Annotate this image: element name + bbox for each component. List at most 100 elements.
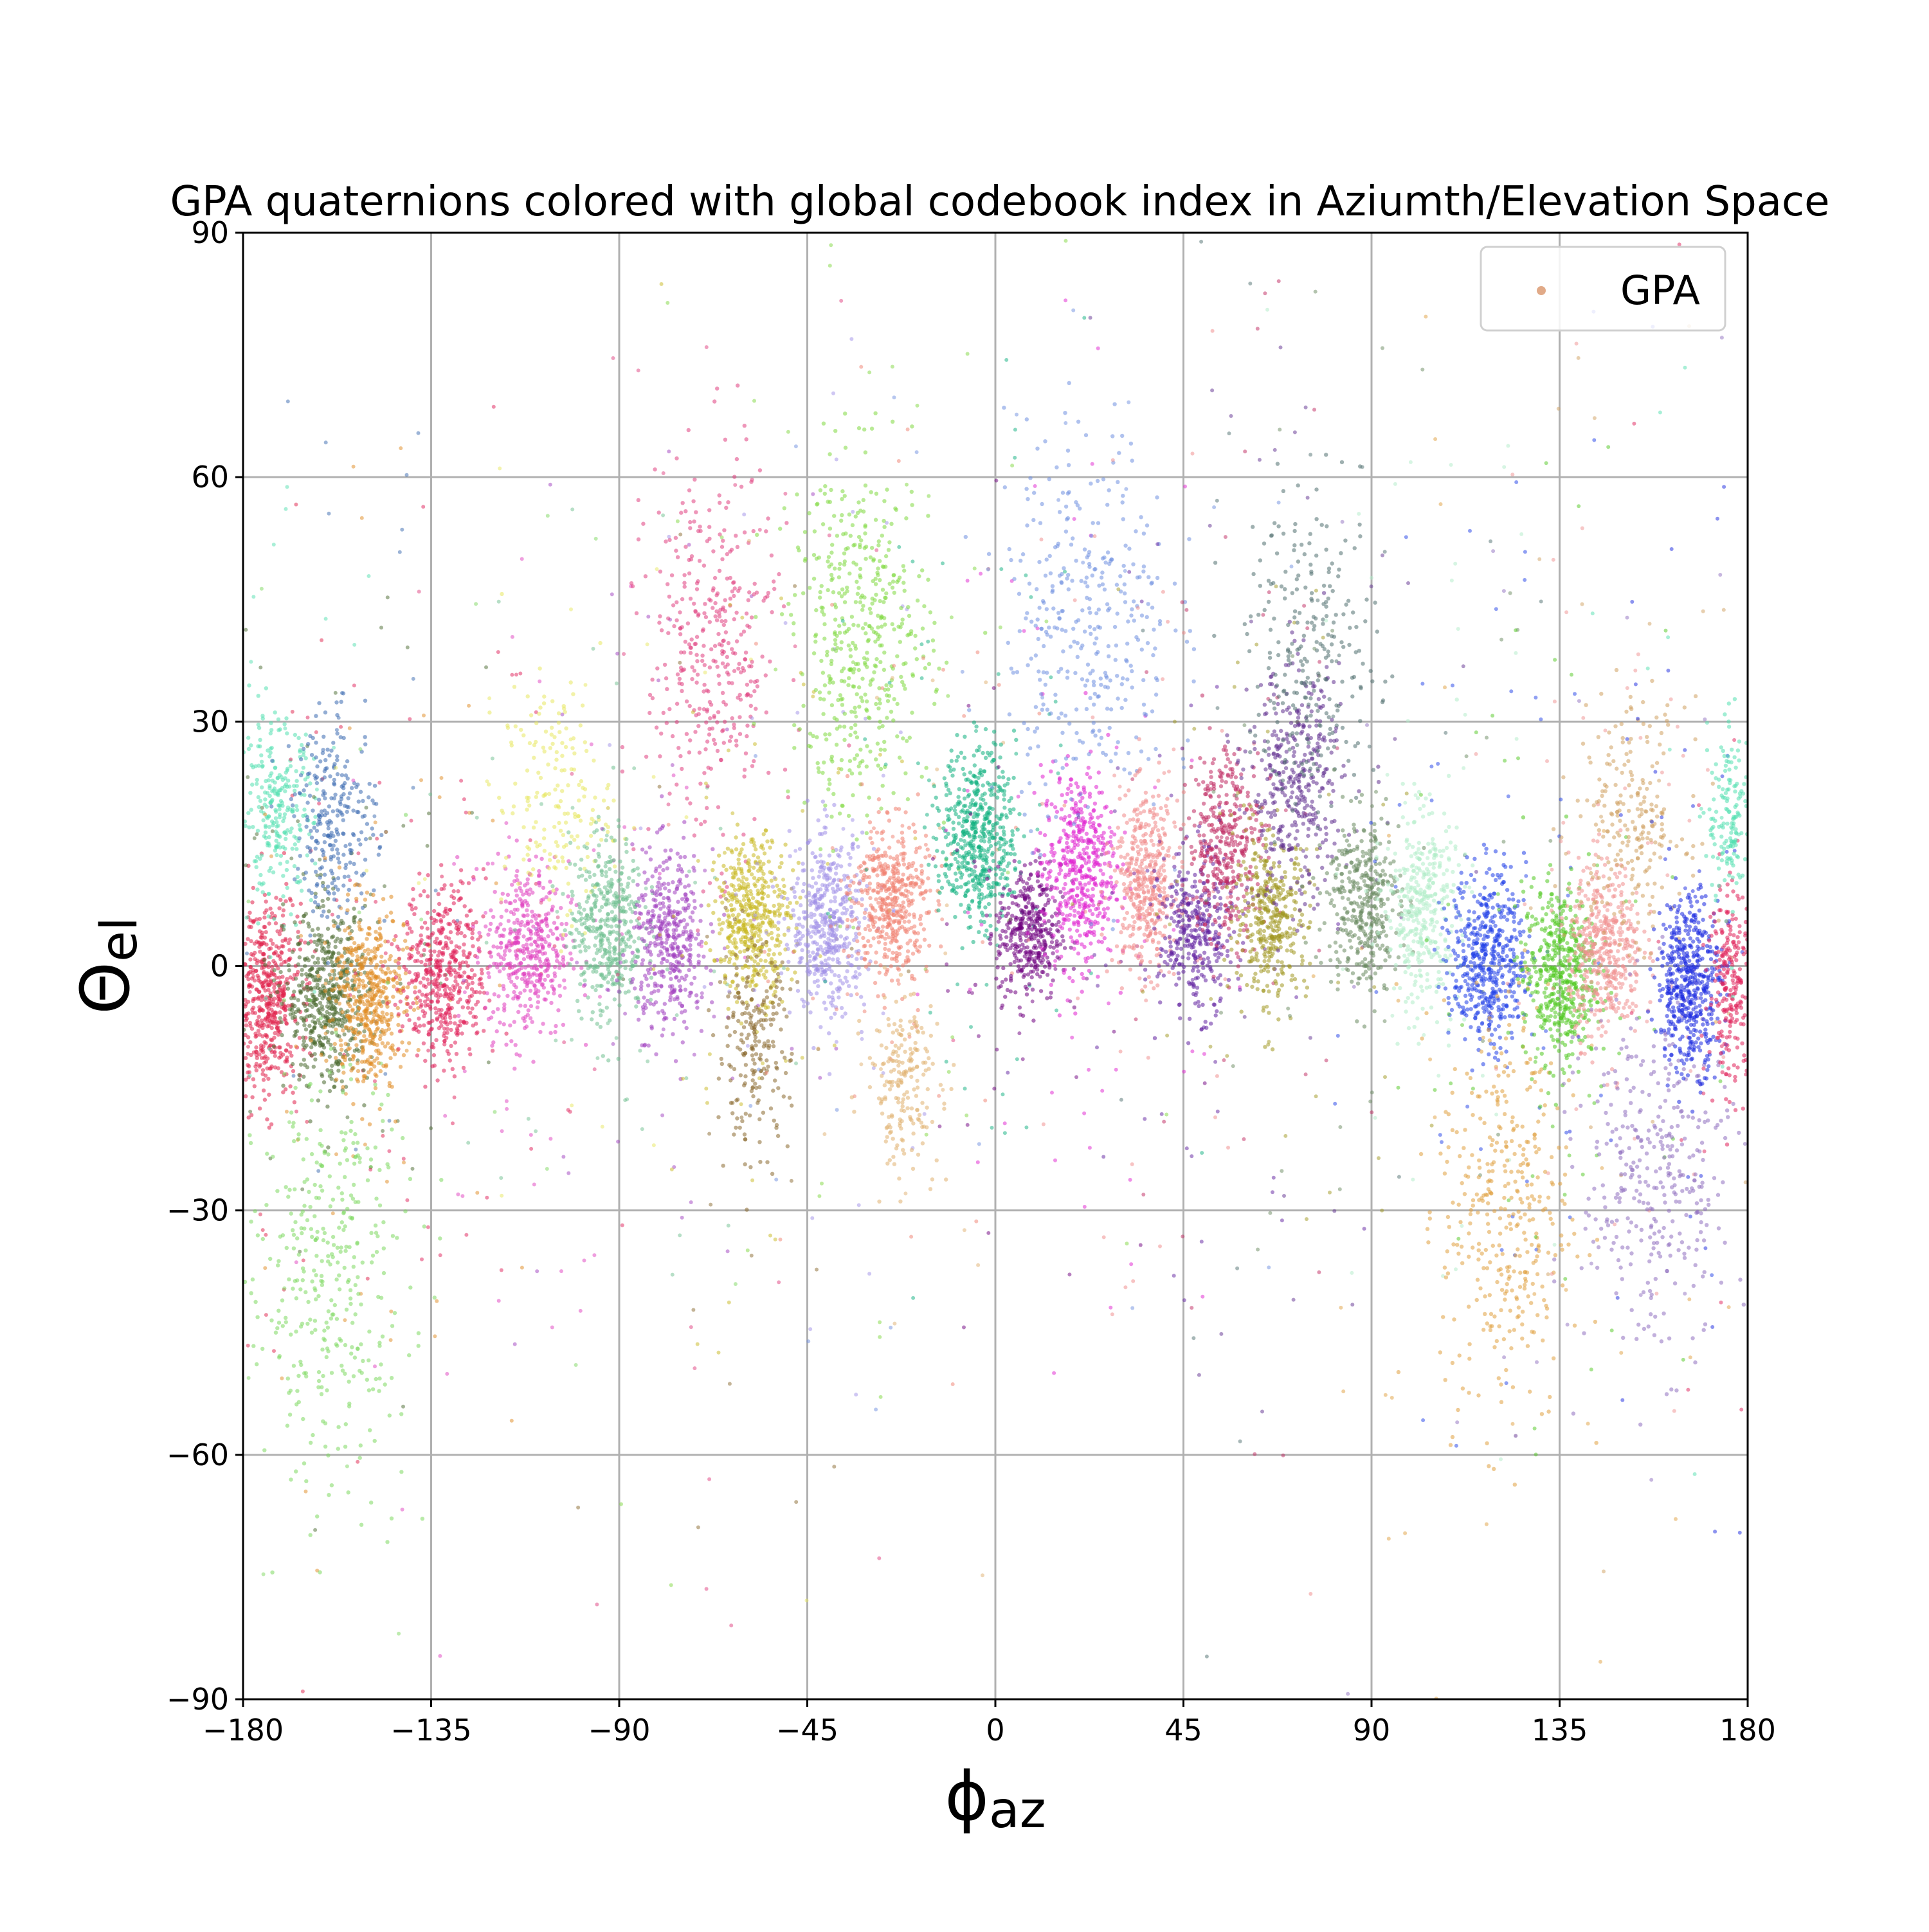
scatter-point [315, 1230, 319, 1234]
scatter-point [520, 903, 524, 907]
scatter-point [246, 1045, 250, 1049]
scatter-point [379, 935, 383, 939]
scatter-point [688, 947, 692, 951]
scatter-point [552, 889, 556, 892]
scatter-point [320, 1279, 324, 1283]
scatter-point [572, 768, 576, 772]
scatter-point [368, 1428, 372, 1432]
scatter-point [341, 1070, 345, 1074]
scatter-point [548, 483, 552, 487]
scatter-point [315, 883, 319, 887]
scatter-point [419, 1003, 423, 1007]
scatter-point [605, 786, 609, 790]
scatter-point [696, 529, 700, 533]
scatter-point [434, 889, 438, 892]
scatter-point [445, 1372, 449, 1376]
scatter-point [456, 1193, 460, 1196]
scatter-point [342, 1210, 346, 1214]
scatter-point [610, 592, 614, 596]
scatter-point [470, 987, 474, 991]
scatter-point [359, 1523, 363, 1527]
scatter-point [597, 888, 601, 892]
scatter-point [308, 1205, 312, 1209]
scatter-point [411, 1167, 415, 1171]
scatter-point [658, 570, 662, 573]
scatter-point [472, 878, 476, 881]
scatter-point [700, 995, 703, 999]
scatter-point [411, 898, 415, 901]
scatter-point [381, 1129, 385, 1133]
scatter-point [280, 775, 284, 779]
scatter-point [348, 791, 352, 795]
scatter-point [540, 938, 544, 942]
scatter-point [261, 1228, 265, 1232]
scatter-point [458, 1024, 462, 1027]
scatter-point [441, 914, 445, 918]
scatter-point [563, 768, 566, 772]
scatter-point [298, 828, 302, 832]
scatter-point [248, 1133, 251, 1137]
scatter-point [322, 735, 325, 739]
scatter-point [350, 1321, 354, 1324]
scatter-point [496, 1007, 500, 1011]
scatter-point [586, 995, 590, 999]
scatter-point [326, 1040, 330, 1044]
scatter-point [345, 937, 349, 941]
scatter-point [577, 783, 581, 787]
scatter-point [642, 1011, 646, 1015]
scatter-point [613, 864, 617, 868]
scatter-point [708, 665, 712, 669]
scatter-point [293, 789, 296, 793]
scatter-point [540, 928, 544, 932]
scatter-point [269, 751, 273, 755]
scatter-point [317, 1370, 321, 1374]
scatter-point [255, 855, 259, 859]
scatter-point [267, 965, 271, 969]
scatter-point [314, 730, 318, 734]
scatter-point [340, 1220, 344, 1224]
scatter-point [569, 608, 573, 611]
scatter-point [321, 793, 325, 797]
scatter-point [311, 1433, 314, 1437]
scatter-point [695, 1006, 699, 1009]
scatter-point [418, 940, 422, 944]
scatter-point [392, 938, 396, 942]
scatter-point [606, 898, 610, 901]
scatter-point [650, 929, 654, 933]
scatter-point [453, 1074, 457, 1078]
scatter-point [604, 864, 608, 868]
scatter-point [666, 882, 670, 886]
scatter-point [311, 809, 314, 813]
scatter-point [460, 1031, 464, 1035]
scatter-point [631, 847, 635, 851]
scatter-point [325, 1004, 329, 1008]
scatter-point [320, 1259, 324, 1263]
scatter-point [684, 908, 687, 912]
scatter-point [716, 749, 720, 753]
scatter-point [410, 819, 413, 823]
scatter-point [341, 883, 345, 887]
scatter-point [340, 1010, 344, 1014]
scatter-point [523, 978, 527, 982]
scatter-point [376, 938, 380, 942]
scatter-point [613, 914, 617, 918]
scatter-point [343, 988, 347, 992]
scatter-point [401, 989, 405, 993]
scatter-point [601, 1054, 605, 1058]
scatter-point [525, 845, 529, 849]
scatter-point [305, 818, 309, 822]
scatter-point [356, 1069, 360, 1073]
scatter-point [332, 1243, 336, 1247]
scatter-point [422, 714, 426, 718]
scatter-point [276, 824, 280, 827]
scatter-point [371, 1254, 375, 1258]
scatter-point [336, 888, 340, 892]
scatter-point [253, 1300, 257, 1304]
scatter-point [657, 914, 661, 917]
scatter-point [343, 946, 347, 950]
scatter-point [753, 582, 757, 586]
scatter-point [491, 1040, 495, 1044]
scatter-point [258, 738, 262, 742]
scatter-point [282, 998, 286, 1002]
scatter-point [488, 928, 492, 932]
